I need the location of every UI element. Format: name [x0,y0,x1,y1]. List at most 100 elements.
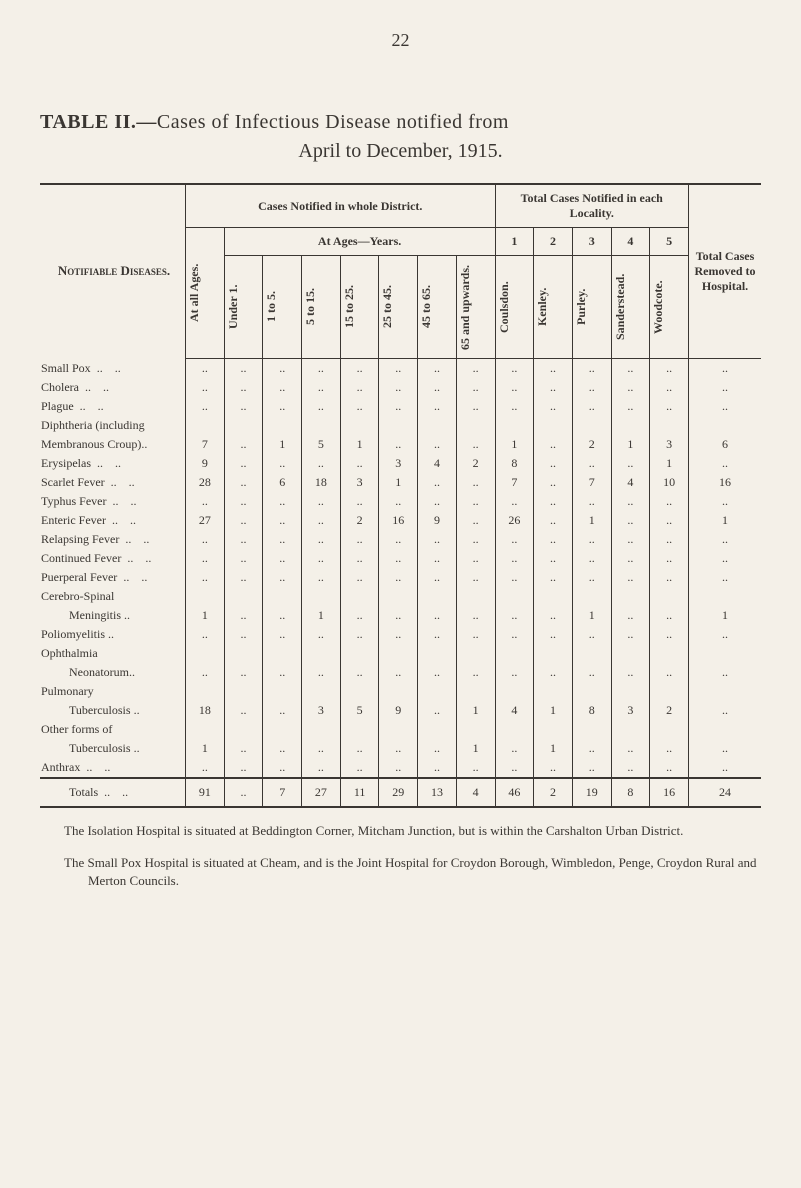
data-cell: .. [224,758,263,778]
data-cell: .. [534,359,573,379]
data-cell: .. [572,359,611,379]
header-diseases: Notifiable Diseases. [40,184,186,359]
table-row: Meningitis ..1....1............1....1 [40,606,761,625]
data-cell: .. [611,530,650,549]
data-cell: .. [186,663,225,682]
data-cell: .. [534,511,573,530]
data-cell: .. [456,492,495,511]
table-row: Enteric Fever .. ..27......2169..26..1..… [40,511,761,530]
totals-cell: 11 [340,778,379,807]
data-cell [456,644,495,663]
data-cell [495,720,534,739]
data-cell: .. [379,606,418,625]
data-cell: 16 [379,511,418,530]
data-cell: .. [572,758,611,778]
page-number: 22 [40,30,761,51]
data-cell: .. [689,663,762,682]
data-cell: 2 [456,454,495,473]
table-row: Ophthalmia [40,644,761,663]
table-row: Diphtheria (including [40,416,761,435]
data-cell [611,416,650,435]
data-cell: .. [650,625,689,644]
data-cell: .. [456,435,495,454]
data-cell: .. [456,568,495,587]
data-cell: .. [186,625,225,644]
data-cell: .. [534,378,573,397]
totals-cell: 24 [689,778,762,807]
data-cell: 3 [611,701,650,720]
header-sanderstead: Sanderstead. [613,258,628,356]
data-cell: .. [418,397,457,416]
data-cell: .. [379,549,418,568]
data-cell [340,644,379,663]
footnote-1: The Isolation Hospital is situated at Be… [40,822,761,840]
data-cell: .. [186,378,225,397]
data-cell [263,682,302,701]
data-cell: .. [302,663,341,682]
data-cell [572,416,611,435]
data-cell: .. [572,397,611,416]
data-cell: .. [224,568,263,587]
data-cell [456,720,495,739]
header-at-all-ages: At all Ages. [187,244,202,342]
data-cell: .. [456,625,495,644]
data-cell: .. [379,758,418,778]
data-cell: .. [379,625,418,644]
data-cell: .. [650,549,689,568]
data-cell: .. [650,492,689,511]
data-cell: .. [302,454,341,473]
data-cell: .. [456,473,495,492]
data-cell: .. [379,492,418,511]
table-row: Small Pox .. ...........................… [40,359,761,379]
data-cell: 1 [263,435,302,454]
data-cell: .. [572,378,611,397]
data-cell [418,416,457,435]
data-cell: 1 [302,606,341,625]
data-cell: .. [611,568,650,587]
data-cell: .. [534,397,573,416]
data-cell: .. [186,758,225,778]
data-cell [689,416,762,435]
data-cell: 4 [495,701,534,720]
data-cell [611,682,650,701]
data-cell [456,682,495,701]
data-cell [379,587,418,606]
data-cell: 7 [572,473,611,492]
data-cell: 1 [534,701,573,720]
data-cell: 18 [186,701,225,720]
data-cell: .. [689,492,762,511]
data-cell [224,587,263,606]
disease-name: Plague .. .. [40,397,186,416]
data-cell [224,416,263,435]
data-cell: .. [418,378,457,397]
header-loc-5: 5 [650,228,689,256]
data-cell: .. [611,625,650,644]
data-cell: .. [263,359,302,379]
header-age-2: 1 to 5. [264,258,279,356]
data-cell: .. [611,492,650,511]
data-cell: .. [611,758,650,778]
data-cell: 4 [418,454,457,473]
data-cell [456,587,495,606]
data-cell: 3 [340,473,379,492]
totals-cell: 29 [379,778,418,807]
data-cell: .. [495,397,534,416]
data-cell [611,644,650,663]
data-cell: .. [302,739,341,758]
data-cell: .. [456,606,495,625]
table-row: Anthrax .. .............................… [40,758,761,778]
data-cell: .. [379,530,418,549]
data-cell [534,416,573,435]
disease-name: Diphtheria (including [40,416,186,435]
header-purley: Purley. [574,258,589,356]
data-cell: .. [611,454,650,473]
data-cell: .. [611,663,650,682]
data-cell: 18 [302,473,341,492]
data-cell: .. [689,530,762,549]
data-cell: .. [302,511,341,530]
data-cell: .. [650,739,689,758]
data-cell [340,720,379,739]
data-cell [611,720,650,739]
data-cell: .. [611,359,650,379]
data-cell: 7 [186,435,225,454]
